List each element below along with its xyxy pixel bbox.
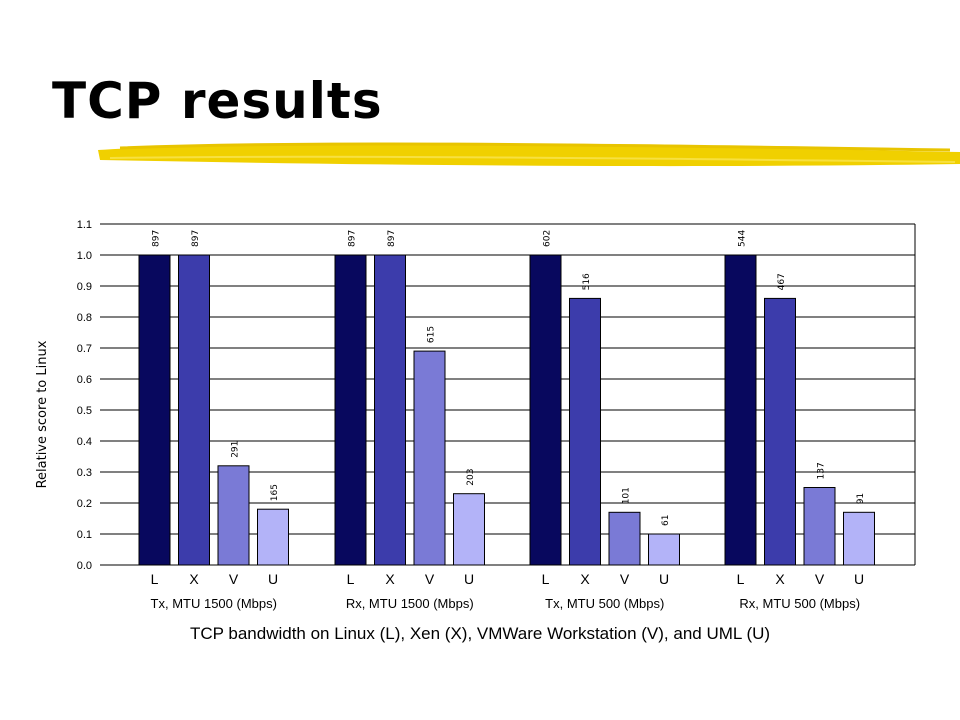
bar [724,254,757,566]
bar [178,254,210,566]
bar-data-label: 615 [427,326,437,343]
bar [843,511,875,566]
y-tick-label: 0.6 [77,374,92,386]
bar-data-label: 203 [466,469,476,486]
group-label: Tx, MTU 500 (Mbps) [545,596,664,611]
bar-letter-label: L [347,571,355,587]
y-tick-label: 0.3 [77,467,92,479]
bar-data-label: 544 [738,230,748,247]
group-label: Rx, MTU 500 (Mbps) [739,596,860,611]
group-label: Rx, MTU 1500 (Mbps) [346,596,474,611]
bar [334,254,367,566]
group-label: Tx, MTU 1500 (Mbps) [151,596,277,611]
bar [217,465,250,566]
bar-letter-label: U [659,571,669,587]
bar-letter-label: X [189,571,199,587]
y-tick-label: 0.5 [77,405,92,417]
bar-data-label: 897 [152,230,162,247]
bar [803,487,836,566]
bar-letter-label: U [268,571,278,587]
bar-data-label: 101 [622,487,632,504]
bar-data-label: 91 [856,493,866,504]
y-tick-label: 0.9 [77,281,92,293]
bar [529,254,562,566]
bar-letter-label: V [425,571,435,587]
bar-letter-label: U [464,571,474,587]
bar-letter-label: V [620,571,630,587]
bar [413,350,446,566]
bar [608,511,641,566]
bar-letter-label: U [854,571,864,587]
bar [648,533,680,566]
bar-letter-label: X [580,571,590,587]
bar-data-label: 137 [817,462,827,479]
y-tick-label: 0.4 [77,436,92,448]
bar [569,297,601,566]
bar-data-label: 467 [777,273,787,290]
bar [374,254,406,566]
bar-data-label: 165 [270,484,280,501]
bar-data-label: 897 [348,230,358,247]
y-tick-label: 0.7 [77,343,92,355]
y-tick-label: 0.2 [77,498,92,510]
y-tick-label: 1.0 [77,250,92,262]
bar-data-label: 897 [387,230,397,247]
bar-data-label: 291 [231,441,241,458]
bar-data-label: 61 [661,515,671,526]
bar-letter-label: X [385,571,395,587]
y-tick-label: 0.1 [77,529,92,541]
bar [453,493,485,566]
y-tick-label: 0.0 [77,560,92,572]
bar-letter-label: L [151,571,159,587]
bar-letter-label: X [775,571,785,587]
bar-letter-label: L [542,571,550,587]
slide-title: TCP results [52,72,383,130]
chart-caption: TCP bandwidth on Linux (L), Xen (X), VMW… [189,624,771,643]
bar [138,254,171,566]
y-tick-label: 1.1 [77,219,92,231]
bar-letter-label: V [815,571,825,587]
bar-letter-label: V [229,571,239,587]
bar [257,508,289,566]
bar-data-label: 897 [191,230,201,247]
bar-data-label: 516 [582,273,592,290]
bar [764,297,796,566]
y-axis-label: Relative score to Linux [35,340,50,488]
bar-data-label: 602 [543,230,553,247]
bar-letter-label: L [737,571,745,587]
y-tick-label: 0.8 [77,312,92,324]
